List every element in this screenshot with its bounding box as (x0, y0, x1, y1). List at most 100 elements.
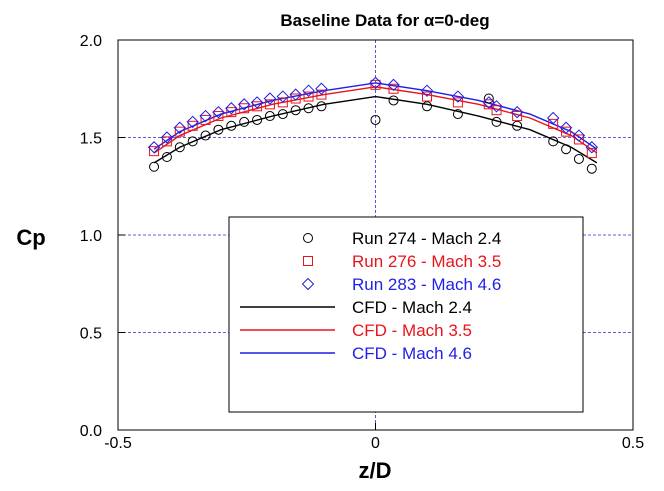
legend: Run 274 - Mach 2.4 Run 276 - Mach 3.5 Run … (228, 216, 584, 413)
data-point (452, 97, 463, 108)
data-point (252, 101, 263, 112)
data-point (239, 103, 250, 114)
x-tick-label: 0.5 (622, 435, 644, 452)
data-point (212, 105, 225, 119)
data-point (250, 96, 264, 109)
data-point (174, 126, 185, 137)
data-point (161, 136, 172, 147)
data-point (174, 142, 185, 153)
legend-marker (301, 277, 315, 291)
data-point (512, 111, 523, 122)
data-point (149, 161, 160, 172)
data-point (573, 153, 584, 164)
data-point (422, 101, 432, 112)
data-point (187, 136, 198, 147)
data-point (213, 111, 224, 122)
data-point (277, 97, 288, 108)
data-point (572, 129, 586, 142)
data-point (263, 92, 277, 105)
legend-entry: Run 276 - Mach 3.5 (352, 252, 501, 271)
data-point (187, 120, 198, 131)
legend-entry: Run 283 - Mach 4.6 (352, 275, 501, 294)
data-point (512, 120, 523, 131)
data-point (491, 105, 502, 116)
data-point (559, 121, 573, 134)
data-point (315, 82, 328, 95)
y-tick-label: 0.0 (80, 423, 102, 440)
data-point (303, 103, 314, 114)
data-point (548, 136, 559, 147)
data-point (302, 84, 315, 97)
data-point (200, 130, 211, 141)
data-point (452, 109, 463, 120)
x-tick-label: 0 (371, 435, 380, 452)
axis-ticks: -0.5 0 0.5 0.0 0.5 1.0 1.5 2.0 (80, 33, 644, 452)
y-tick-label: 0.5 (80, 326, 102, 343)
series (147, 76, 599, 174)
data-point (199, 109, 212, 123)
data-point (161, 152, 172, 162)
data-point (276, 90, 290, 103)
legend-entry: CFD - Mach 4.6 (352, 344, 472, 363)
data-point (586, 148, 597, 159)
y-axis-label: Cp (16, 225, 45, 250)
data-point (316, 89, 327, 100)
data-point (186, 115, 199, 129)
data-point (290, 105, 301, 116)
data-point (303, 91, 314, 102)
data-point (422, 91, 432, 102)
data-point (200, 114, 211, 125)
data-point (147, 141, 161, 154)
legend-entry: CFD - Mach 2.4 (352, 298, 472, 317)
data-point (277, 109, 288, 120)
y-tick-label: 1.0 (80, 228, 102, 245)
cfd-line (153, 95, 598, 164)
data-point (213, 124, 224, 135)
data-point (573, 134, 584, 145)
data-point (160, 131, 174, 144)
data-point (369, 76, 382, 90)
data-point (225, 102, 238, 115)
legend-box (228, 216, 584, 413)
data-point (252, 114, 263, 125)
x-axis-label: z/D (359, 458, 392, 483)
data-point (451, 90, 465, 103)
data-point (546, 111, 560, 125)
data-point (483, 93, 494, 104)
data-point (388, 95, 399, 106)
chart-title: Baseline Data for α=0-deg (280, 11, 489, 30)
data-point (289, 88, 302, 101)
y-tick-label: 1.5 (80, 131, 102, 148)
y-tick-label: 2.0 (80, 33, 102, 50)
data-point (226, 120, 237, 131)
data-point (561, 126, 572, 137)
data-point (388, 83, 399, 94)
data-point (237, 98, 251, 111)
data-point (548, 118, 559, 129)
data-point (420, 84, 434, 97)
data-point (491, 116, 502, 127)
legend-marker (303, 233, 313, 243)
data-point (490, 100, 503, 113)
data-point (290, 93, 301, 104)
data-point (239, 116, 250, 127)
legend-marker (303, 256, 313, 266)
legend-entry: Run 274 - Mach 2.4 (352, 229, 501, 248)
data-point (370, 114, 381, 125)
data-point (149, 146, 160, 157)
data-point (561, 144, 572, 155)
data-point (316, 101, 327, 112)
data-point (482, 96, 496, 109)
cfd-line (153, 86, 598, 154)
legend-entry: CFD - Mach 3.5 (352, 321, 472, 340)
data-point (226, 107, 237, 118)
data-point (586, 163, 597, 174)
data-point (510, 105, 524, 119)
data-point (264, 99, 275, 110)
data-point (387, 78, 400, 92)
data-point (173, 121, 187, 134)
x-tick-label: -0.5 (104, 435, 132, 452)
data-point (370, 79, 381, 90)
data-point (585, 141, 599, 154)
